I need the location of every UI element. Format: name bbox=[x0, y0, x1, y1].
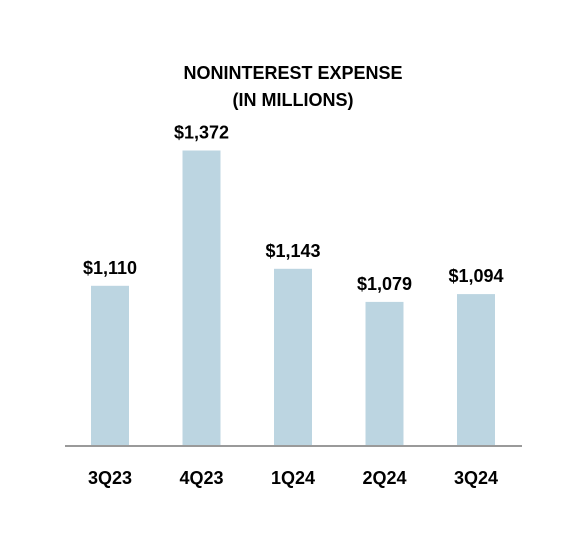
x-tick-3q23: 3Q23 bbox=[88, 468, 132, 488]
data-label-4q23: $1,372 bbox=[174, 123, 229, 143]
x-tick-2q24: 2Q24 bbox=[362, 468, 406, 488]
x-tick-group: 3Q23 4Q23 1Q24 2Q24 3Q24 bbox=[88, 468, 498, 488]
chart-subtitle: (IN MILLIONS) bbox=[233, 90, 354, 110]
bar-3q24 bbox=[457, 294, 495, 446]
bar-4q23 bbox=[182, 150, 221, 446]
bar-1q24 bbox=[274, 268, 312, 446]
chart-title: NONINTEREST EXPENSE bbox=[183, 63, 402, 83]
bar-3q23 bbox=[91, 285, 129, 446]
bar-2q24 bbox=[365, 301, 404, 446]
data-label-group: $1,110 $1,372 $1,143 $1,079 $1,094 bbox=[83, 123, 504, 294]
x-tick-3q24: 3Q24 bbox=[454, 468, 498, 488]
x-tick-4q23: 4Q23 bbox=[179, 468, 223, 488]
bar-group bbox=[91, 150, 495, 446]
data-label-3q23: $1,110 bbox=[83, 258, 137, 278]
data-label-2q24: $1,079 bbox=[357, 274, 412, 294]
data-label-3q24: $1,094 bbox=[448, 266, 503, 286]
x-tick-1q24: 1Q24 bbox=[271, 468, 315, 488]
data-label-1q24: $1,143 bbox=[265, 241, 320, 261]
